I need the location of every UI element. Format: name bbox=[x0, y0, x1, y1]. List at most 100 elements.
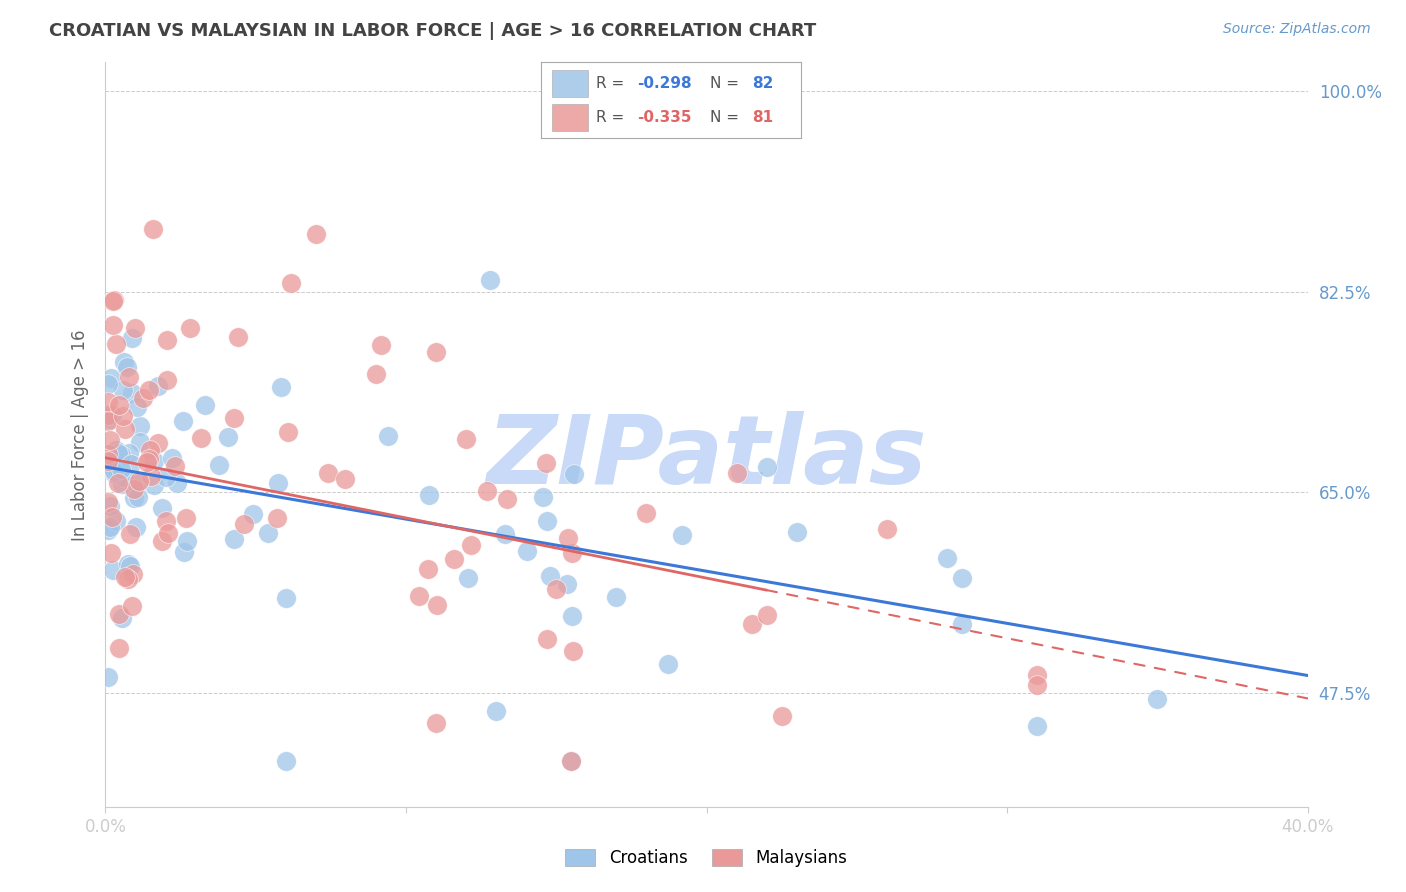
Bar bbox=[551, 70, 588, 96]
Point bbox=[425, 344, 447, 359]
Point bbox=[97, 494, 120, 508]
Point bbox=[454, 432, 477, 446]
Point bbox=[561, 546, 583, 560]
Point bbox=[97, 395, 120, 409]
Point bbox=[479, 273, 502, 287]
Point bbox=[129, 418, 152, 433]
Point bbox=[128, 474, 150, 488]
Point bbox=[425, 716, 447, 731]
Point bbox=[156, 526, 179, 541]
Point bbox=[725, 467, 748, 481]
Point bbox=[100, 546, 122, 560]
Point bbox=[163, 459, 186, 474]
Point bbox=[755, 460, 778, 475]
Point bbox=[107, 476, 129, 491]
Point bbox=[118, 559, 141, 574]
Point bbox=[101, 293, 124, 308]
Point bbox=[97, 670, 120, 684]
Point bbox=[770, 708, 793, 723]
Point bbox=[534, 456, 557, 470]
Point bbox=[118, 369, 141, 384]
Point bbox=[150, 501, 173, 516]
Point bbox=[98, 520, 121, 534]
Point bbox=[124, 321, 146, 335]
Point bbox=[741, 616, 763, 631]
Point bbox=[160, 451, 183, 466]
Point bbox=[1026, 668, 1049, 682]
Point bbox=[97, 414, 120, 428]
Text: CROATIAN VS MALAYSIAN IN LABOR FORCE | AGE > 16 CORRELATION CHART: CROATIAN VS MALAYSIAN IN LABOR FORCE | A… bbox=[49, 22, 817, 40]
Point bbox=[179, 321, 201, 335]
Point bbox=[108, 641, 131, 656]
Point bbox=[98, 499, 121, 513]
Point bbox=[111, 611, 134, 625]
Point bbox=[174, 511, 197, 525]
Point bbox=[142, 477, 165, 491]
Point bbox=[156, 373, 179, 387]
Point bbox=[426, 598, 449, 612]
Point bbox=[876, 522, 898, 536]
Text: N =: N = bbox=[710, 110, 744, 125]
Point bbox=[97, 447, 120, 461]
Point bbox=[110, 449, 132, 463]
Point bbox=[117, 572, 139, 586]
Point bbox=[256, 526, 278, 541]
Point bbox=[142, 221, 165, 235]
Point bbox=[143, 453, 166, 467]
Point bbox=[127, 490, 149, 504]
Text: 82: 82 bbox=[752, 76, 773, 91]
Point bbox=[538, 569, 561, 583]
Point bbox=[562, 467, 585, 481]
Point bbox=[636, 507, 658, 521]
Point bbox=[536, 632, 558, 646]
Point bbox=[280, 276, 302, 290]
Point bbox=[97, 376, 120, 391]
Text: Source: ZipAtlas.com: Source: ZipAtlas.com bbox=[1223, 22, 1371, 37]
Point bbox=[333, 472, 356, 486]
Point bbox=[1146, 692, 1168, 706]
Point bbox=[146, 435, 169, 450]
Point bbox=[112, 409, 135, 423]
Point bbox=[108, 607, 131, 621]
Point bbox=[121, 599, 143, 613]
Point bbox=[107, 446, 129, 460]
Point bbox=[155, 469, 177, 483]
Point bbox=[118, 445, 141, 459]
Point bbox=[103, 464, 125, 478]
Text: ZIPatlas: ZIPatlas bbox=[486, 410, 927, 504]
Point bbox=[98, 412, 121, 426]
Point bbox=[755, 607, 778, 622]
Point bbox=[516, 543, 538, 558]
Point bbox=[370, 337, 392, 351]
Point bbox=[127, 476, 149, 491]
Point bbox=[536, 515, 558, 529]
Point bbox=[114, 355, 136, 369]
Point bbox=[139, 442, 162, 457]
Point bbox=[120, 457, 142, 471]
Point bbox=[494, 527, 516, 541]
Point bbox=[561, 609, 583, 624]
Point bbox=[97, 454, 120, 468]
Point bbox=[98, 433, 121, 447]
Point bbox=[274, 755, 297, 769]
Point bbox=[122, 482, 145, 496]
Point bbox=[560, 755, 582, 769]
Point bbox=[155, 514, 177, 528]
Point bbox=[950, 571, 973, 585]
Point bbox=[190, 431, 212, 445]
Point bbox=[105, 460, 128, 475]
Text: -0.335: -0.335 bbox=[637, 110, 692, 125]
Point bbox=[125, 520, 148, 534]
Point bbox=[103, 466, 125, 480]
Point bbox=[557, 531, 579, 545]
Point bbox=[127, 401, 149, 415]
Point bbox=[104, 336, 127, 351]
Point bbox=[141, 469, 163, 483]
Bar bbox=[551, 104, 588, 130]
Point bbox=[193, 398, 215, 412]
Point bbox=[118, 527, 141, 541]
Point bbox=[936, 551, 959, 566]
Point bbox=[104, 442, 127, 457]
Point bbox=[117, 360, 139, 375]
Point bbox=[135, 455, 157, 469]
